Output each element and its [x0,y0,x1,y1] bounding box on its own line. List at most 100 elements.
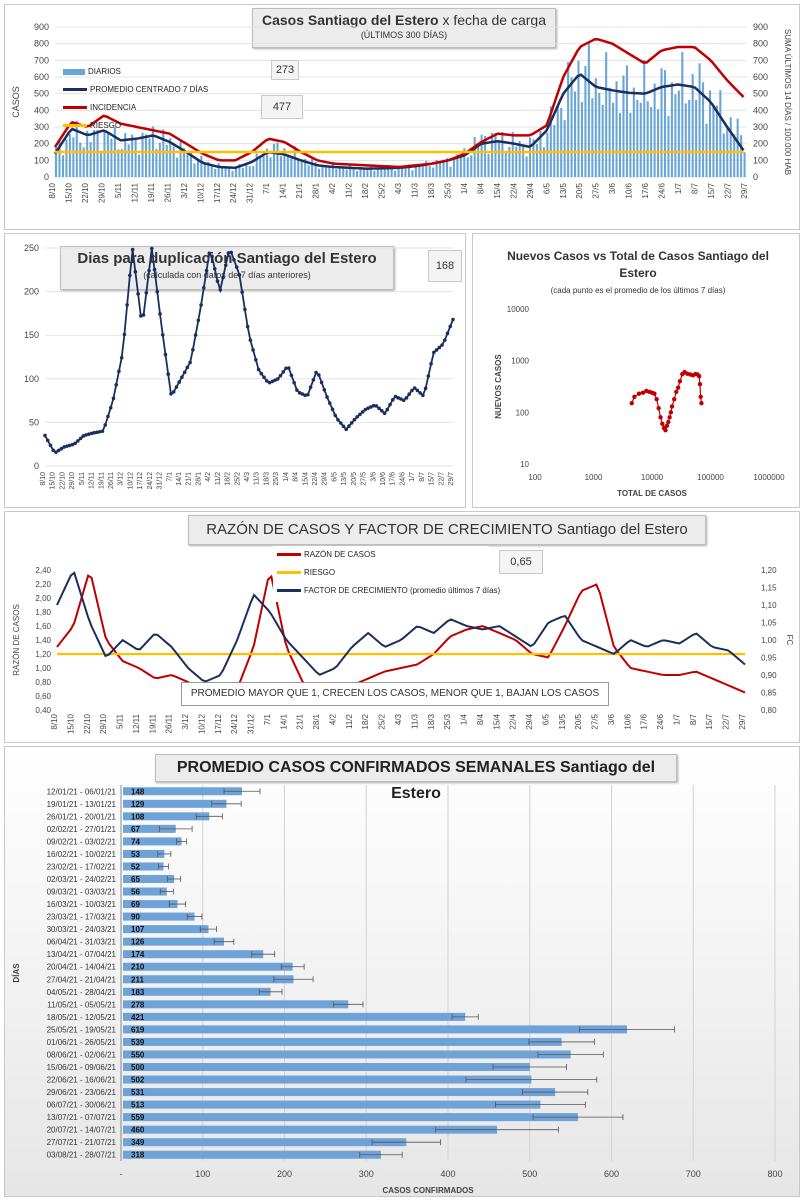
chart1-daily-bar [352,167,355,177]
chart1-daily-bar [55,146,58,177]
chart1-daily-bar [276,142,279,177]
chart1-xtick: 8/4 [476,182,485,194]
chart2-point [415,388,420,393]
chart2-point [54,450,58,454]
chart5-xtick: 400 [440,1169,455,1179]
chart4-xtick: 11/3 [410,713,419,729]
chart4-ytick-left: 2,20 [35,580,51,589]
chart2-point [275,377,280,381]
chart5-xtick: 700 [686,1169,701,1179]
chart1-xtick: 6/5 [542,182,551,194]
chart1-daily-bar [601,104,604,177]
chart2-point [81,434,86,438]
chart1-daily-bar [293,146,296,177]
chart5-data-label: 69 [131,900,140,909]
chart5-data-label: 67 [131,825,140,834]
chart4-legend-factor: FACTOR DE CRECIMIENTO (promedio últimos … [277,586,500,595]
chart1-daily-bar [577,60,580,177]
chart5-data-label: 74 [131,837,140,846]
chart5-category-label: 25/05/21 - 19/05/21 [47,1025,117,1034]
chart1-daily-bar [473,136,476,177]
chart2-point [144,290,149,295]
chart1-daily-bar [210,165,213,177]
chart1-ytick-right: 200 [753,139,768,149]
chart1-xtick: 17/6 [641,182,650,198]
chart3-xlabel: TOTAL DE CASOS [617,489,687,498]
chart2-xtick: 5/11 [79,472,86,485]
chart1-daily-bar [79,142,82,177]
chart2-point [399,397,403,401]
chart5-category-label: 27/04/21 - 21/04/21 [47,975,117,984]
chart2-point [229,250,234,255]
chart1-daily-bar [677,90,680,177]
chart4-ytick-left: 1,20 [35,650,51,659]
chart1-daily-bar [345,169,348,177]
chart1-xtick: 12/11 [130,182,139,202]
chart1-daily-bar [667,116,670,177]
chart2-xtick: 22/4 [312,472,319,486]
chart-new-vs-total-panel: Nuevos Casos vs Total de Casos Santiago … [472,233,800,508]
chart2-point [440,343,444,347]
chart5-xtick: 300 [359,1169,374,1179]
chart1-xtick: 10/12 [196,182,205,203]
chart2-xtick: 28/1 [195,472,202,486]
chart1-daily-bar [234,166,237,177]
chart3-xtick: 100 [528,473,542,482]
chart5-xtick: 100 [195,1169,210,1179]
chart1-daily-bar [183,148,186,177]
chart1-title-bold: Casos Santiago del Estero [261,12,439,28]
chart1-xtick: 22/4 [509,182,518,198]
chart1-xtick: 5/11 [114,182,123,198]
chart2-point [262,375,266,380]
chart2-point [421,393,425,398]
chart2-point [125,303,129,307]
chart1-daily-bar [615,81,618,177]
chart5-category-label: 09/02/21 - 03/02/21 [47,837,117,846]
chart1-daily-bar [269,157,272,177]
chart1-daily-bar [539,131,542,177]
chart4-xtick: 21/1 [296,713,305,729]
chart2-point [166,372,171,377]
chart4-xtick: 31/12 [247,713,256,734]
chart1-daily-bar [445,158,449,177]
chart1-ytick-right: 0 [753,172,758,182]
chart5-data-label: 349 [131,1138,145,1147]
chart2-point [152,267,157,272]
chart1-ytick-left: 200 [34,139,49,149]
chart1-daily-bar [259,157,262,177]
chart2-point [232,257,236,262]
chart1-ytick-right: 800 [753,39,768,49]
chart2-point [418,391,422,395]
chart1-daily-bar [736,118,739,177]
chart2-xtick: 12/11 [89,472,96,489]
chart1-ytick-right: 300 [753,122,768,132]
chart1-daily-bar [660,68,663,177]
chart3-point [674,389,679,394]
chart2-point [78,436,83,441]
chart2-point [108,405,113,410]
chart1-daily-bar [124,133,127,177]
chart2-point [445,331,450,336]
chart5-bar [123,912,195,921]
chart1-xtick: 18/3 [427,182,436,198]
chart5-data-label: 421 [131,1013,145,1022]
chart2-point [426,374,431,378]
chart5-bar [123,1150,381,1159]
chart2-point [163,352,168,357]
chart5-category-label: 22/06/21 - 16/06/21 [47,1076,117,1085]
chart2-point [84,433,88,437]
chart5-plot: - 100 200 300 400 500 600 700 800 CASOS CONFIRMAD… [12,785,783,1195]
chart2-xtick: 22/7 [438,472,445,486]
chart1-daily-bar [138,154,141,177]
chart2-xtick: 26/11 [108,472,115,489]
chart1-daily-bar [515,146,518,177]
chart1-daily-bar [297,159,300,177]
chart1-ytick-left: 900 [34,22,49,32]
chart1-daily-bar [670,82,673,177]
chart1-daily-bar [401,168,404,177]
chart2-point [207,251,212,256]
chart2-point [292,380,296,385]
chart2-xtick: 31/12 [157,472,164,490]
chart1-xtick: 25/2 [378,182,387,198]
chart4-xtick: 24/6 [656,713,665,729]
